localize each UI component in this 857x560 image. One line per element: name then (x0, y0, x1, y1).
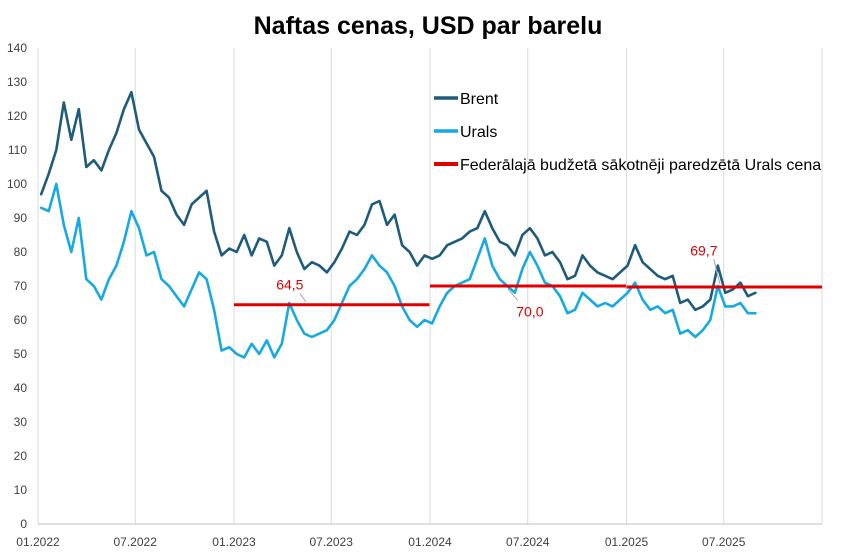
series-line-brent (39, 90, 757, 312)
y-tick-label: 140 (7, 41, 27, 55)
y-tick-label: 50 (14, 347, 28, 361)
series-lines (39, 90, 757, 359)
y-tick-label: 40 (14, 381, 28, 395)
budget-price-label: 70,0 (516, 304, 543, 320)
budget-price-label: 69,7 (690, 242, 717, 258)
x-tick-label: 07.2023 (309, 535, 353, 549)
y-tick-label: 10 (14, 483, 28, 497)
x-tick-label: 01.2022 (16, 535, 60, 549)
x-tick-label: 01.2025 (605, 535, 649, 549)
chart-title: Naftas cenas, USD par barelu (254, 12, 603, 40)
legend-label: Urals (460, 124, 497, 141)
y-tick-label: 20 (14, 449, 28, 463)
legend-label: Brent (460, 91, 499, 108)
y-tick-label: 80 (14, 245, 28, 259)
reference-lines: 64,5 70,0 69,7 (234, 242, 822, 320)
annotation-leader (713, 259, 721, 285)
x-tick-label: 07.2022 (113, 535, 157, 549)
x-tick-label: 01.2023 (212, 535, 256, 549)
legend: Brent Urals Federālajā budžetā sākotnēji p… (434, 91, 821, 174)
y-axis-ticks: 0 10 20 30 40 50 60 70 80 90 100 110 120 130 140 (7, 41, 27, 531)
y-tick-label: 60 (14, 313, 28, 327)
y-tick-label: 130 (7, 75, 27, 89)
x-tick-label: 07.2024 (506, 535, 550, 549)
y-tick-label: 120 (7, 109, 27, 123)
x-tick-label: 07.2025 (702, 535, 746, 549)
annotation-leader (299, 293, 307, 302)
series-line-urals (39, 182, 757, 359)
y-tick-label: 90 (14, 211, 28, 225)
annotation-leader (507, 288, 519, 301)
y-tick-label: 70 (14, 279, 28, 293)
y-tick-label: 110 (8, 143, 27, 157)
budget-price-label: 64,5 (276, 276, 303, 292)
x-tick-label: 01.2024 (408, 535, 452, 549)
x-axis-ticks: 01.2022 07.2022 01.2023 07.2023 01.2024 07.20… (16, 535, 745, 549)
legend-label: Federālajā budžetā sākotnēji paredzētā U… (460, 157, 821, 174)
y-tick-label: 100 (7, 177, 27, 191)
y-tick-label: 0 (20, 517, 27, 531)
y-tick-label: 30 (14, 415, 28, 429)
